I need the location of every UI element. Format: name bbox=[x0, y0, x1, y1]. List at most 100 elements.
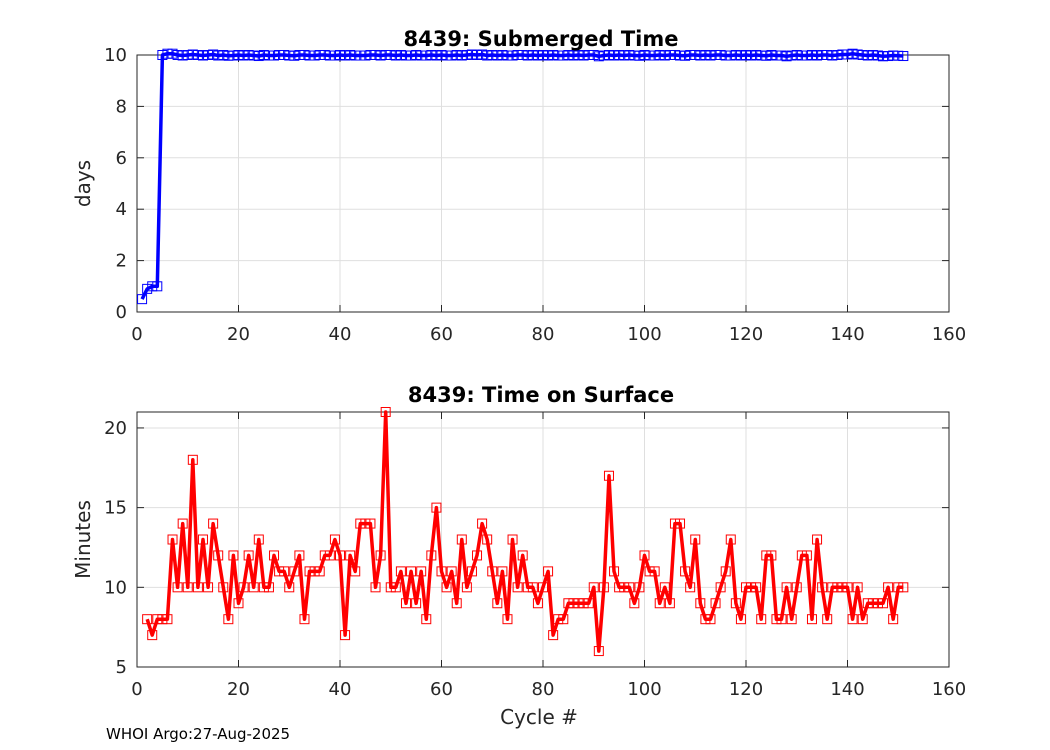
submerged-data-point bbox=[340, 50, 351, 61]
submerged-data-point bbox=[380, 50, 391, 60]
submerged-y-tick-label: 4 bbox=[116, 199, 127, 220]
surface-data-point bbox=[279, 566, 290, 577]
submerged-data-point bbox=[223, 50, 234, 61]
surface-data-point bbox=[538, 582, 548, 593]
surface-data-point bbox=[634, 582, 645, 593]
surface-data-point bbox=[507, 534, 518, 545]
submerged-data-point bbox=[487, 50, 498, 60]
submerged-data-point bbox=[233, 50, 244, 60]
submerged-data-point bbox=[269, 50, 280, 61]
submerged-data-point bbox=[593, 51, 604, 62]
surface-data-point bbox=[187, 454, 198, 465]
submerged-x-tick-label: 20 bbox=[227, 324, 250, 345]
submerged-data-point bbox=[497, 50, 508, 60]
submerged-data-point bbox=[197, 50, 208, 61]
surface-data-point bbox=[776, 614, 787, 625]
submerged-data-point bbox=[568, 50, 579, 61]
submerged-data-point bbox=[248, 50, 259, 61]
submerged-data-point bbox=[203, 50, 214, 60]
surface-data-point bbox=[263, 582, 274, 593]
surface-data-point bbox=[685, 582, 696, 593]
submerged-x-tick-label: 80 bbox=[532, 324, 555, 345]
submerged-data-point bbox=[598, 50, 609, 61]
submerged-data-point bbox=[669, 50, 680, 60]
submerged-data-point bbox=[705, 50, 716, 61]
surface-data-point bbox=[172, 582, 183, 593]
submerged-chart-title: 8439: Submerged Time bbox=[403, 27, 678, 51]
surface-data-point bbox=[872, 598, 883, 609]
submerged-data-point bbox=[365, 50, 376, 60]
submerged-data-point bbox=[573, 50, 584, 60]
surface-data-point bbox=[324, 550, 335, 561]
submerged-data-point bbox=[883, 51, 894, 62]
surface-data-point bbox=[192, 582, 203, 593]
surface-data-point bbox=[294, 550, 305, 561]
surface-data-point bbox=[690, 534, 701, 545]
submerged-data-point bbox=[553, 50, 564, 61]
surface-y-tick-label: 20 bbox=[104, 418, 127, 439]
surface-data-point bbox=[593, 646, 604, 657]
submerged-data-point bbox=[700, 50, 711, 60]
submerged-data-point bbox=[538, 50, 548, 60]
submerged-data-point bbox=[157, 50, 168, 60]
submerged-data-point bbox=[390, 50, 401, 61]
submerged-data-point bbox=[532, 50, 543, 61]
submerged-data-point bbox=[806, 50, 817, 60]
submerged-data-point bbox=[766, 50, 777, 60]
surface-data-point bbox=[619, 582, 630, 593]
submerged-data-point bbox=[182, 50, 193, 60]
submerged-data-point bbox=[147, 281, 158, 292]
surface-data-point bbox=[675, 518, 686, 529]
submerged-data-point bbox=[888, 50, 899, 61]
surface-data-point bbox=[223, 614, 234, 625]
surface-data-point bbox=[756, 614, 767, 625]
submerged-data-point bbox=[786, 50, 797, 61]
surface-data-point bbox=[400, 598, 411, 609]
submerged-data-point bbox=[756, 50, 767, 61]
submerged-data-point bbox=[654, 50, 665, 60]
surface-data-point bbox=[583, 598, 594, 609]
submerged-data-point bbox=[406, 50, 417, 61]
surface-data-point bbox=[466, 566, 477, 577]
submerged-data-point bbox=[370, 50, 381, 60]
surface-data-point bbox=[390, 582, 401, 593]
surface-data-point bbox=[629, 598, 640, 609]
submerged-y-tick-label: 0 bbox=[116, 302, 127, 323]
surface-data-point bbox=[609, 566, 620, 577]
submerged-data-point bbox=[517, 50, 528, 60]
submerged-data-point bbox=[284, 50, 295, 61]
surface-data-point bbox=[258, 582, 269, 593]
submerged-data-point bbox=[512, 50, 523, 60]
surface-data-point bbox=[781, 582, 792, 593]
surface-data-point bbox=[822, 614, 833, 625]
surface-data-point bbox=[827, 582, 838, 593]
surface-y-axis-label: Minutes bbox=[71, 500, 95, 579]
surface-x-tick-label: 100 bbox=[627, 679, 661, 700]
submerged-data-point bbox=[563, 50, 574, 60]
submerged-data-point bbox=[659, 50, 670, 61]
surface-data-point bbox=[441, 582, 452, 593]
submerged-data-point bbox=[395, 50, 406, 60]
submerged-data-point bbox=[847, 48, 858, 59]
surface-data-point bbox=[289, 566, 300, 577]
submerged-data-point bbox=[294, 50, 305, 60]
surface-data-point bbox=[477, 518, 488, 529]
surface-data-point bbox=[867, 598, 878, 609]
submerged-data-point bbox=[578, 50, 589, 61]
submerged-data-point bbox=[614, 50, 625, 60]
surface-data-point bbox=[355, 518, 366, 529]
surface-data-point bbox=[558, 614, 569, 625]
submerged-data-point bbox=[862, 50, 873, 61]
submerged-data-point bbox=[639, 50, 650, 60]
surface-data-point bbox=[563, 598, 574, 609]
submerged-data-point bbox=[776, 50, 787, 61]
surface-data-point bbox=[248, 582, 259, 593]
surface-data-point bbox=[527, 582, 538, 593]
surface-data-point bbox=[406, 566, 417, 577]
submerged-data-point bbox=[812, 50, 823, 61]
submerged-data-point bbox=[177, 50, 188, 61]
submerged-data-point bbox=[142, 283, 153, 294]
surface-chart-title: 8439: Time on Surface bbox=[408, 383, 674, 407]
surface-data-point bbox=[385, 582, 396, 593]
surface-data-point bbox=[715, 582, 726, 593]
